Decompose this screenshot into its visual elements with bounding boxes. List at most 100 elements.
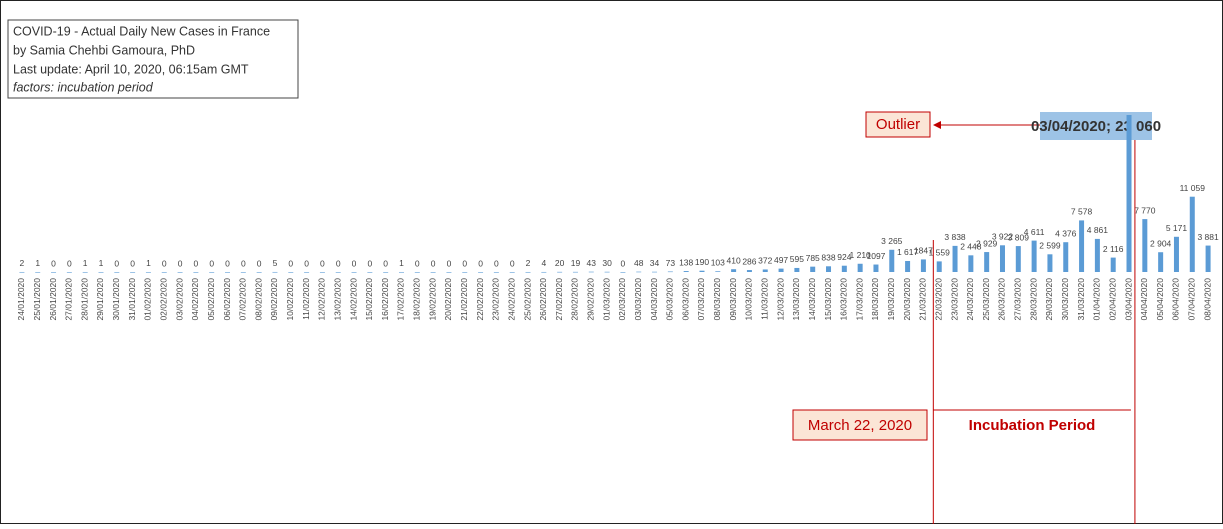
data-label: 5 171 <box>1166 223 1188 233</box>
bar <box>145 271 151 273</box>
bar <box>620 272 626 273</box>
data-label: 3 809 <box>1008 232 1030 242</box>
bar <box>652 271 658 273</box>
bar <box>541 271 547 273</box>
data-label: 138 <box>679 257 693 267</box>
x-tick-label: 07/02/2020 <box>238 278 248 321</box>
annotation: March 22, 2020 <box>808 417 912 434</box>
x-tick-label: 10/02/2020 <box>285 278 295 321</box>
data-label: 1 559 <box>929 248 951 258</box>
data-label: 286 <box>742 256 756 266</box>
x-tick-label: 30/01/2020 <box>111 278 121 321</box>
bar <box>430 272 436 273</box>
x-tick-label: 13/03/2020 <box>791 278 801 321</box>
x-tick-label: 07/04/2020 <box>1187 278 1197 321</box>
bar <box>667 271 673 273</box>
bar <box>1173 236 1179 272</box>
x-tick-label: 14/03/2020 <box>807 278 817 321</box>
data-label: 190 <box>695 257 709 267</box>
x-tick-label: 16/03/2020 <box>839 278 849 321</box>
data-label: 2 448 <box>960 242 982 252</box>
x-tick-label: 08/04/2020 <box>1202 278 1212 321</box>
x-tick-label: 02/04/2020 <box>1107 278 1117 321</box>
bar <box>968 255 974 272</box>
x-tick-label: 23/03/2020 <box>949 278 959 321</box>
x-tick-label: 21/03/2020 <box>918 278 928 321</box>
bar <box>920 259 926 272</box>
bar <box>304 272 310 273</box>
bar <box>952 245 958 272</box>
data-label: 11 059 <box>1180 183 1206 193</box>
outlier-box <box>865 111 931 138</box>
x-tick-label: 04/03/2020 <box>649 278 659 321</box>
bar <box>857 263 863 272</box>
data-label: 2 929 <box>976 238 998 248</box>
x-tick-label: 05/02/2020 <box>206 278 216 321</box>
data-label: 1 <box>399 258 404 268</box>
data-label: 1 <box>146 258 151 268</box>
data-label: 0 <box>320 258 325 268</box>
x-tick-label: 13/02/2020 <box>332 278 342 321</box>
bar <box>82 271 88 273</box>
bar <box>130 272 136 273</box>
data-label: 0 <box>431 258 436 268</box>
data-label: 3 922 <box>992 232 1014 242</box>
x-tick-label: 08/02/2020 <box>253 278 263 321</box>
x-tick-label: 12/03/2020 <box>775 278 785 321</box>
x-tick-label: 29/01/2020 <box>95 278 105 321</box>
bar <box>161 272 167 273</box>
x-tick-label: 14/02/2020 <box>348 278 358 321</box>
x-tick-label: 17/03/2020 <box>854 278 864 321</box>
annotation: Incubation Period <box>969 417 1096 434</box>
bar <box>209 272 215 273</box>
data-label: 1 617 <box>897 247 919 257</box>
data-label: 595 <box>790 254 804 264</box>
data-label: 785 <box>806 253 820 263</box>
x-tick-label: 02/03/2020 <box>617 278 627 321</box>
x-tick-label: 02/02/2020 <box>159 278 169 321</box>
bar <box>509 272 515 273</box>
bar <box>905 260 911 272</box>
bar <box>19 271 25 273</box>
start-box <box>792 409 928 441</box>
bar <box>572 271 578 273</box>
bar <box>636 271 642 273</box>
bar <box>256 272 262 273</box>
bar <box>319 272 325 273</box>
data-label: 0 <box>114 258 119 268</box>
data-label: 0 <box>130 258 135 268</box>
x-tick-label: 01/03/2020 <box>601 278 611 321</box>
data-label: 0 <box>447 258 452 268</box>
bar <box>35 271 41 273</box>
x-tick-label: 20/02/2020 <box>443 278 453 321</box>
data-label: 1097 <box>866 251 885 261</box>
data-label: 4 376 <box>1055 228 1077 238</box>
bar <box>889 249 895 272</box>
data-label: 3 838 <box>944 232 966 242</box>
bar <box>936 261 942 272</box>
x-tick-label: 04/04/2020 <box>1139 278 1149 321</box>
bar <box>699 270 705 272</box>
subtitle: factors: incubation period <box>13 80 154 94</box>
data-label: 20 <box>555 258 565 268</box>
data-label: 2 904 <box>1150 238 1172 248</box>
bar <box>984 252 990 272</box>
x-tick-label: 27/01/2020 <box>64 278 74 321</box>
data-label: 1847 <box>914 246 933 256</box>
bar <box>272 271 278 273</box>
x-tick-label: 05/03/2020 <box>665 278 675 321</box>
data-label: 0 <box>304 258 309 268</box>
x-tick-label: 03/04/2020 <box>1123 278 1133 321</box>
data-label: 1 210 <box>850 250 872 260</box>
bar <box>288 272 294 273</box>
data-label: 3 265 <box>881 236 903 246</box>
data-label: 0 <box>336 258 341 268</box>
bar <box>1189 196 1195 272</box>
x-tick-label: 08/03/2020 <box>712 278 722 321</box>
data-label: 2 116 <box>1103 244 1124 254</box>
x-tick-label: 11/03/2020 <box>760 278 770 320</box>
data-label: 103 <box>711 258 725 268</box>
bar <box>193 272 199 273</box>
x-tick-label: 17/02/2020 <box>396 278 406 321</box>
data-label: 0 <box>494 258 499 268</box>
